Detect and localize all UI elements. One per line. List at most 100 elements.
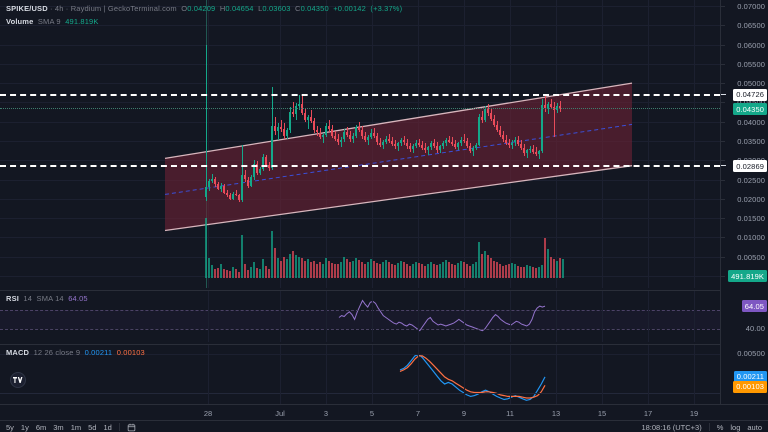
candle-body xyxy=(289,111,292,131)
low-value: 0.03603 xyxy=(262,4,291,13)
candle-body xyxy=(415,142,418,146)
price-axis[interactable]: 0.07000 0.06500 0.06000 0.05500 0.05000 0.045… xyxy=(720,0,768,404)
volume-bar xyxy=(442,261,445,278)
parallel-channel-drawing[interactable] xyxy=(0,0,720,288)
candle-body xyxy=(253,164,256,178)
volume-bar xyxy=(418,263,421,278)
candle-wick xyxy=(398,141,399,152)
range-button-5y[interactable]: 5y xyxy=(6,422,14,432)
volume-bar xyxy=(391,263,394,278)
volume-bar xyxy=(472,263,475,278)
bottom-toolbar[interactable]: 5y 1y 6m 3m 1m 5d 1d 18:08:16 (UTC+3)% log auto xyxy=(0,420,768,432)
volume-bar xyxy=(541,265,544,278)
time-axis-label: 28 xyxy=(203,409,213,418)
volume-bar xyxy=(493,260,496,278)
price-axis-label: 0.03500 xyxy=(737,137,765,146)
log-scale-button[interactable]: log xyxy=(730,422,741,432)
macd-signal-value-tag[interactable]: 0.00103 xyxy=(733,380,767,393)
volume-bar xyxy=(205,218,208,278)
candle-body xyxy=(274,125,277,131)
volume-legend[interactable]: Volume SMA 9 491.819K xyxy=(6,17,99,26)
volume-bar xyxy=(247,270,250,278)
volume-bar xyxy=(490,258,493,278)
range-button-5d[interactable]: 5d xyxy=(88,422,97,432)
candle-body xyxy=(466,141,469,146)
macd-legend[interactable]: MACD 12 26 close 9 0.00211 0.00103 xyxy=(6,348,145,357)
volume-title[interactable]: Volume xyxy=(6,17,34,26)
candle-body xyxy=(229,195,232,199)
macd-title[interactable]: MACD xyxy=(6,348,30,357)
grid-line-vertical xyxy=(464,291,465,342)
last-price-tag[interactable]: 0.04350 xyxy=(733,103,767,116)
volume-value-tag[interactable]: 491.819K xyxy=(728,270,767,282)
main-legend[interactable]: SPIKE/USD · 4h · Raydium | GeckoTerminal… xyxy=(6,4,403,13)
candle-body xyxy=(529,148,532,151)
range-button-1y[interactable]: 1y xyxy=(20,422,29,432)
rsi-legend[interactable]: RSI 14 SMA 14 64.05 xyxy=(6,294,88,303)
time-axis[interactable]: 28 Jul 3 5 7 9 11 13 15 17 19 xyxy=(0,404,768,420)
percent-scale-button[interactable]: % xyxy=(716,422,724,432)
toolbar-divider xyxy=(118,423,120,431)
candle-body xyxy=(394,144,397,147)
range-button-1m[interactable]: 1m xyxy=(70,422,82,432)
volume-bar xyxy=(460,260,463,278)
grid-line-vertical xyxy=(280,345,281,404)
range-button-3m[interactable]: 3m xyxy=(53,422,64,432)
interval-label[interactable]: 4h xyxy=(54,4,64,13)
candle-body xyxy=(526,150,529,154)
candle-body xyxy=(349,134,352,139)
volume-bar xyxy=(385,260,388,278)
candle-body xyxy=(334,135,337,139)
candle-body xyxy=(430,143,433,148)
volume-bar xyxy=(334,264,337,278)
horizontal-price-line[interactable] xyxy=(0,93,720,96)
channel-lower-border[interactable] xyxy=(164,165,633,232)
range-button-1d[interactable]: 1d xyxy=(103,422,112,432)
candle-body xyxy=(352,135,355,139)
candle-body xyxy=(481,117,484,121)
open-label: O xyxy=(181,4,188,13)
symbol-title[interactable]: SPIKE/USD xyxy=(6,4,48,13)
volume-bar xyxy=(373,260,376,278)
clock-label[interactable]: 18:08:16 (UTC+3) xyxy=(641,422,702,432)
rsi-pane[interactable] xyxy=(0,290,720,342)
candle-wick xyxy=(482,110,483,124)
candle-body xyxy=(478,117,481,145)
upper-line-price-tag[interactable]: 0.04726 xyxy=(733,88,767,101)
candle-body xyxy=(427,147,430,151)
toolbar-right-controls[interactable]: 18:08:16 (UTC+3)% log auto xyxy=(641,421,762,432)
volume-bar xyxy=(439,263,442,278)
auto-scale-button[interactable]: auto xyxy=(747,422,762,432)
macd-value-tag[interactable]: 0.00211 xyxy=(733,370,767,383)
volume-bar xyxy=(325,258,328,278)
lower-line-price-tag[interactable]: 0.02869 xyxy=(733,160,767,173)
volume-bar xyxy=(268,269,271,278)
grid-line xyxy=(0,256,720,258)
grid-line-vertical xyxy=(694,0,695,288)
price-pane[interactable] xyxy=(0,0,720,288)
time-axis-label: 7 xyxy=(415,409,421,418)
tradingview-logo-icon[interactable] xyxy=(10,372,26,388)
range-buttons[interactable]: 5y 1y 6m 3m 1m 5d 1d xyxy=(6,421,136,432)
rsi-title[interactable]: RSI xyxy=(6,294,19,303)
candle-body xyxy=(286,130,289,137)
price-axis-label: 0.05000 xyxy=(737,79,765,89)
horizontal-price-line[interactable] xyxy=(0,165,720,168)
candle-body xyxy=(490,113,493,119)
axis-tick xyxy=(721,121,725,123)
rsi-value-tag[interactable]: 64.05 xyxy=(741,300,767,313)
rsi-band-fill xyxy=(0,309,720,329)
calendar-icon[interactable] xyxy=(127,423,136,432)
volume-bar xyxy=(397,263,400,278)
candle-body xyxy=(520,144,523,148)
candle-body xyxy=(373,132,376,136)
range-button-6m[interactable]: 6m xyxy=(35,422,47,432)
volume-bar xyxy=(451,263,454,278)
price-tag-pointer xyxy=(721,165,726,167)
candle-body xyxy=(211,178,214,182)
macd-pane[interactable] xyxy=(0,344,720,404)
candle-body xyxy=(505,139,508,143)
candle-body xyxy=(439,146,442,151)
channel-svg[interactable] xyxy=(0,0,720,288)
candle-body xyxy=(499,130,502,135)
